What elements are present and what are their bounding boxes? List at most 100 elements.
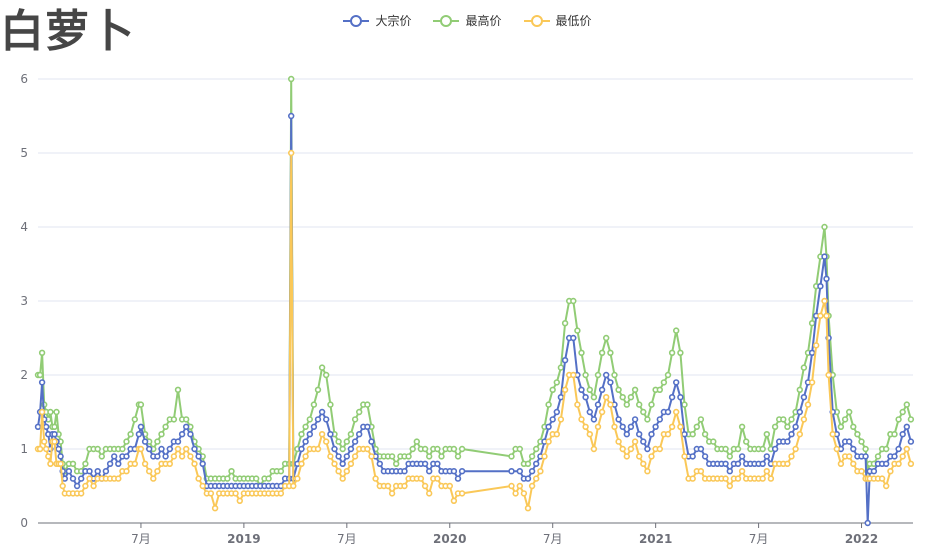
data-point xyxy=(570,334,577,342)
data-point xyxy=(557,416,565,423)
data-point xyxy=(800,394,808,401)
data-point xyxy=(821,297,828,305)
data-point xyxy=(738,423,746,430)
data-point xyxy=(788,431,795,438)
data-point xyxy=(887,468,894,475)
data-point xyxy=(891,431,898,438)
data-point xyxy=(899,453,906,460)
data-point xyxy=(878,475,886,482)
data-point xyxy=(528,453,536,460)
data-point xyxy=(796,408,803,416)
data-point xyxy=(689,475,696,482)
data-point xyxy=(644,445,651,453)
data-point xyxy=(458,468,466,475)
data-point xyxy=(106,460,114,467)
data-point xyxy=(364,401,371,408)
data-point xyxy=(590,416,598,423)
legend-line-circle-icon xyxy=(433,14,460,28)
data-point xyxy=(327,431,334,438)
data-point xyxy=(594,423,602,430)
data-point xyxy=(635,453,643,460)
data-point xyxy=(578,386,585,393)
y-tick-label: 4 xyxy=(20,220,28,234)
data-point xyxy=(458,445,466,453)
data-point xyxy=(401,468,408,475)
series-line xyxy=(38,78,912,487)
data-point xyxy=(763,468,770,475)
data-point xyxy=(42,445,50,453)
data-point xyxy=(734,460,742,467)
data-point xyxy=(310,423,318,430)
y-tick-label: 6 xyxy=(20,72,28,86)
data-point xyxy=(619,445,626,453)
data-point xyxy=(858,468,865,475)
data-point xyxy=(343,438,350,445)
data-point xyxy=(388,453,396,460)
data-point xyxy=(759,460,766,467)
data-point xyxy=(191,460,198,467)
data-point xyxy=(545,438,552,445)
data-point xyxy=(347,460,355,467)
data-point xyxy=(178,453,186,460)
legend-item-lowest-price[interactable]: 最低价 xyxy=(523,12,592,29)
data-point xyxy=(672,327,680,334)
data-point xyxy=(607,379,614,386)
data-point xyxy=(127,431,134,438)
data-point xyxy=(784,423,791,430)
data-point xyxy=(450,445,458,453)
series-line xyxy=(38,152,912,510)
data-point xyxy=(401,482,408,490)
y-tick-label: 2 xyxy=(20,368,28,382)
data-point xyxy=(137,445,145,453)
data-point xyxy=(656,445,663,453)
data-point xyxy=(318,364,326,371)
data-point xyxy=(228,468,235,475)
data-point xyxy=(528,482,536,490)
data-point xyxy=(644,416,651,423)
data-point xyxy=(388,490,396,497)
data-point xyxy=(619,423,626,430)
data-point xyxy=(907,438,915,445)
data-point xyxy=(183,445,190,453)
data-point xyxy=(734,445,742,453)
data-point xyxy=(553,408,560,416)
data-point xyxy=(722,460,729,467)
legend-item-highest-price[interactable]: 最高价 xyxy=(433,12,502,29)
data-point xyxy=(207,490,215,497)
data-point xyxy=(55,445,62,453)
data-point xyxy=(110,453,118,460)
data-point xyxy=(796,431,803,438)
y-tick-label: 3 xyxy=(20,294,28,308)
data-point xyxy=(232,490,239,497)
data-point xyxy=(631,416,639,423)
data-point xyxy=(586,408,593,416)
data-point xyxy=(454,475,462,482)
data-point xyxy=(845,453,853,460)
data-point xyxy=(162,423,169,430)
data-point xyxy=(174,386,182,393)
data-point xyxy=(187,431,194,438)
data-point xyxy=(38,379,46,386)
data-point xyxy=(557,364,565,371)
data-point xyxy=(771,423,779,430)
data-point xyxy=(726,468,733,475)
data-point xyxy=(123,468,130,475)
series-2 xyxy=(34,149,915,512)
data-point xyxy=(335,468,342,475)
data-point xyxy=(882,460,890,467)
data-point xyxy=(170,453,178,460)
data-point xyxy=(594,371,602,379)
data-point xyxy=(788,453,795,460)
data-point xyxy=(294,475,301,482)
legend-item-bulk-price[interactable]: 大宗价 xyxy=(343,12,411,29)
data-point xyxy=(623,453,630,460)
data-point xyxy=(356,408,363,416)
data-point xyxy=(298,445,305,453)
data-point xyxy=(578,416,585,423)
data-point xyxy=(602,334,610,342)
data-point xyxy=(664,408,672,416)
data-point xyxy=(123,453,130,460)
data-point xyxy=(850,460,857,467)
data-point xyxy=(681,401,688,408)
